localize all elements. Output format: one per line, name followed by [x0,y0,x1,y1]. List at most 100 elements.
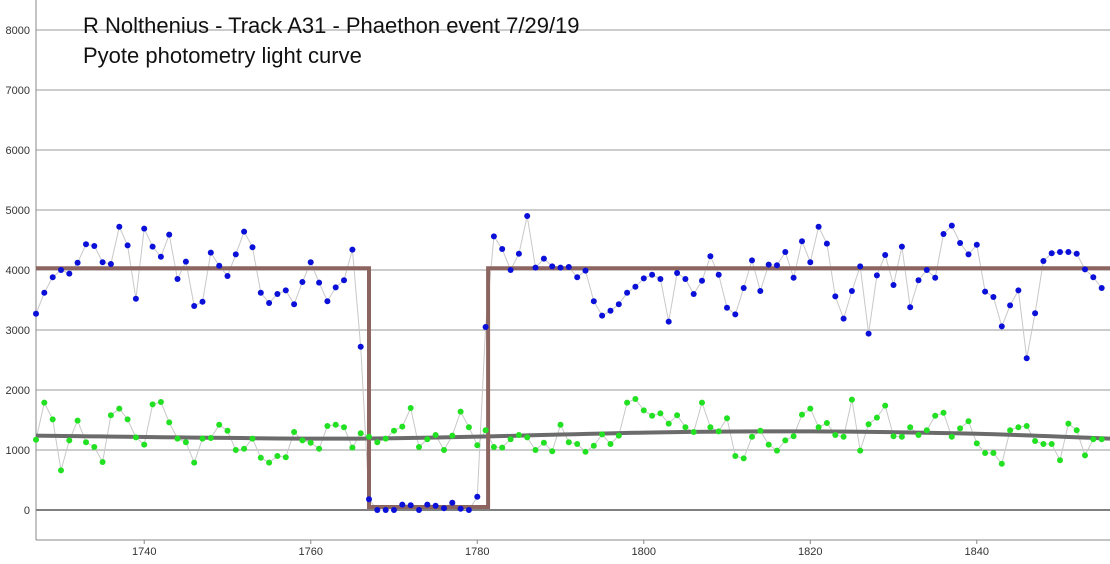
reference-data-point [799,411,805,418]
reference-data-point [807,405,814,412]
target-data-point [91,243,98,249]
target-data-point [948,222,955,229]
reference-data-point [182,439,189,446]
target-data-point [58,267,64,273]
reference-data-point [357,430,364,437]
target-data-point [674,270,681,276]
reference-data-point [324,423,331,429]
reference-data-point [416,444,422,450]
reference-data-point [224,427,231,434]
reference-data-point [690,429,697,435]
target-data-point [424,501,431,508]
reference-data-point [674,412,681,419]
target-data-point [282,287,289,294]
target-data-point [857,263,864,270]
target-data-point [116,223,123,230]
target-data-point [366,496,372,503]
reference-data-point [765,441,772,448]
reference-data-point [66,437,73,444]
target-data-point [499,246,506,252]
reference-data-point [432,432,439,438]
target-data-point [807,259,814,266]
target-data-point [299,279,306,285]
reference-data-point [948,433,955,440]
target-data-point [132,295,139,302]
target-data-point [474,493,481,500]
reference-data-point [482,427,489,434]
reference-data-point [33,436,39,443]
target-data-point [1098,285,1105,291]
target-data-point [99,259,106,266]
target-data-point [216,262,223,269]
reference-data-point [907,424,914,431]
x-tick-label: 1780 [465,546,489,558]
target-data-point [540,255,547,262]
target-data-point [107,261,114,267]
target-data-point [457,505,464,512]
target-data-point [848,288,855,294]
reference-data-point [407,405,414,411]
target-data-point [757,288,764,294]
reference-data-point [957,425,964,432]
reference-data-point [1015,424,1022,431]
reference-data-point [299,437,306,444]
target-data-point [907,304,914,311]
reference-data-point [657,410,664,417]
y-tick-label: 4000 [6,265,30,277]
target-data-point [316,279,323,286]
reference-data-point [1048,441,1055,447]
reference-data-point [749,433,755,440]
y-tick-label: 3000 [6,325,30,337]
target-data-point [490,233,497,240]
target-data-point [957,240,964,246]
target-data-point [865,330,872,337]
target-data-point [441,505,447,512]
reference-data-point [823,420,830,426]
target-data-point [324,298,331,305]
reference-data-point [649,412,656,419]
y-tick-label: 8000 [6,25,30,37]
target-data-point [374,507,381,513]
target-data-point [932,274,939,281]
target-data-point [890,282,897,288]
reference-data-point [1098,436,1105,443]
target-data-point [782,249,789,255]
reference-data-point [116,405,123,412]
target-data-point [207,249,214,256]
target-data-point [232,251,239,258]
reference-data-point [307,439,314,446]
x-tick-label: 1820 [798,546,822,558]
reference-data-point [157,399,164,405]
reference-data-point [1073,427,1080,434]
target-data-point [823,240,830,247]
y-tick-label: 2000 [6,385,30,397]
target-data-point [599,312,606,319]
x-tick-label: 1840 [965,546,989,558]
reference-data-point [1057,457,1063,464]
reference-data-point [99,459,106,465]
reference-data-point [998,460,1005,467]
target-data-point [1065,249,1072,255]
target-data-point [199,298,206,305]
reference-data-point [532,447,539,453]
target-data-point [149,243,156,250]
target-data-point [998,323,1005,330]
reference-data-point [1065,420,1072,427]
reference-data-point [574,441,581,447]
reference-data-point [898,433,905,440]
target-data-point [241,228,248,235]
reference-data-point [341,424,347,431]
target-data-point [765,261,772,268]
target-data-point [740,285,747,291]
target-data-point [224,273,231,279]
reference-data-point [1040,441,1047,447]
reference-data-point [449,432,456,439]
chart-title: R Nolthenius - Track A31 - Phaethon even… [83,13,580,38]
target-data-point [524,213,531,219]
reference-data-point [882,402,889,409]
reference-data-point [982,450,989,456]
reference-data-point [382,435,389,442]
reference-data-point [665,420,672,427]
reference-data-point [873,414,880,421]
